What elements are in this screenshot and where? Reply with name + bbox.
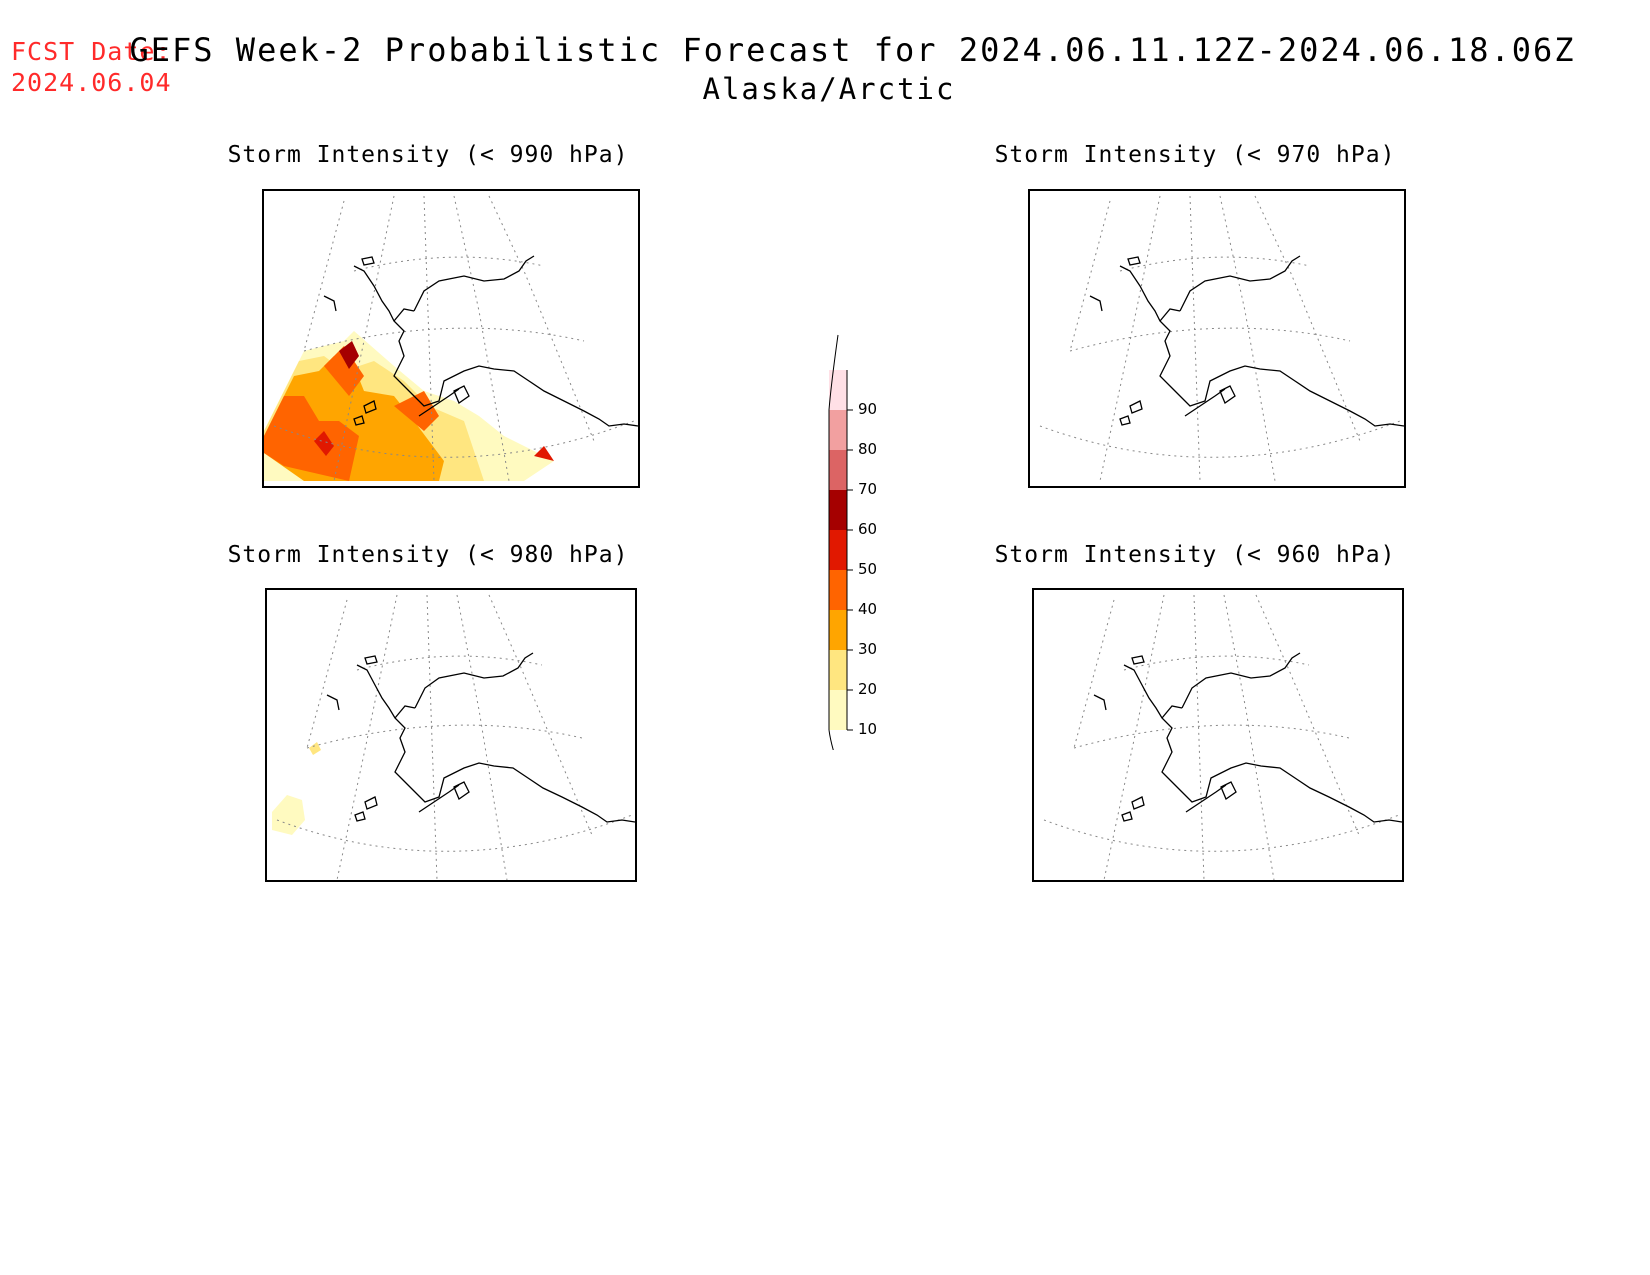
colorbar-tick-label: 10: [858, 720, 878, 738]
graticule: [1043, 594, 1400, 880]
fcst-date-label: FCST Date:: [11, 37, 172, 66]
colorbar-bin-4: [829, 530, 847, 570]
colorbar-tick-label: 80: [858, 440, 878, 458]
coastline: [323, 255, 638, 427]
panel-980-title: Storm Intensity (< 980 hPa): [227, 542, 629, 568]
colorbar-outline: [828, 334, 848, 766]
panel-960-title: Storm Intensity (< 960 hPa): [994, 542, 1396, 568]
coastline: [326, 652, 635, 823]
figure-title: GEFS Week-2 Probabilistic Forecast for 2…: [129, 31, 1576, 69]
colorbar-svg: [828, 334, 853, 766]
map-panel-960: [1032, 588, 1404, 882]
map-970-canvas: [1039, 195, 1404, 482]
figure-title-block: GEFS Week-2 Probabilistic Forecast for 2…: [0, 30, 1650, 108]
colorbar-bin-0: [829, 690, 847, 730]
probability-shading: [264, 331, 554, 481]
colorbar-bin-2: [829, 610, 847, 650]
panel-990-title: Storm Intensity (< 990 hPa): [227, 142, 629, 168]
coastline: [1089, 255, 1404, 427]
colorbar-bin-7: [829, 410, 847, 450]
colorbar-tick-label: 50: [858, 560, 878, 578]
graticule: [1039, 195, 1401, 482]
fcst-date-value: 2024.06.04: [11, 68, 172, 97]
colorbar-tick-label: 30: [858, 640, 878, 658]
map-980-canvas: [272, 594, 635, 880]
map-panel-970: [1028, 189, 1406, 488]
colorbar-bin-5: [829, 490, 847, 530]
colorbar-tick-label: 70: [858, 480, 878, 498]
colorbar-bin-6: [829, 450, 847, 490]
coastline: [1093, 652, 1402, 823]
map-990-canvas: [264, 195, 638, 482]
colorbar-bin-3: [829, 570, 847, 610]
colorbar-bin-1: [829, 650, 847, 690]
forecast-date-block: FCST Date: 2024.06.04: [11, 36, 172, 98]
colorbar: [820, 330, 890, 766]
map-panel-980: [265, 588, 637, 882]
graticule: [273, 195, 635, 482]
figure-subtitle: Alaska/Arctic: [702, 72, 956, 106]
probability-shading: [272, 742, 321, 835]
colorbar-tick-label: 90: [858, 400, 878, 418]
panel-970-title: Storm Intensity (< 970 hPa): [994, 142, 1396, 168]
map-panel-990: [262, 189, 640, 488]
map-960-canvas: [1043, 594, 1402, 880]
colorbar-tick-label: 20: [858, 680, 878, 698]
colorbar-tick-label: 40: [858, 600, 878, 618]
colorbar-bin-8: [829, 370, 847, 410]
colorbar-tick-label: 60: [858, 520, 878, 538]
graticule: [276, 594, 633, 880]
